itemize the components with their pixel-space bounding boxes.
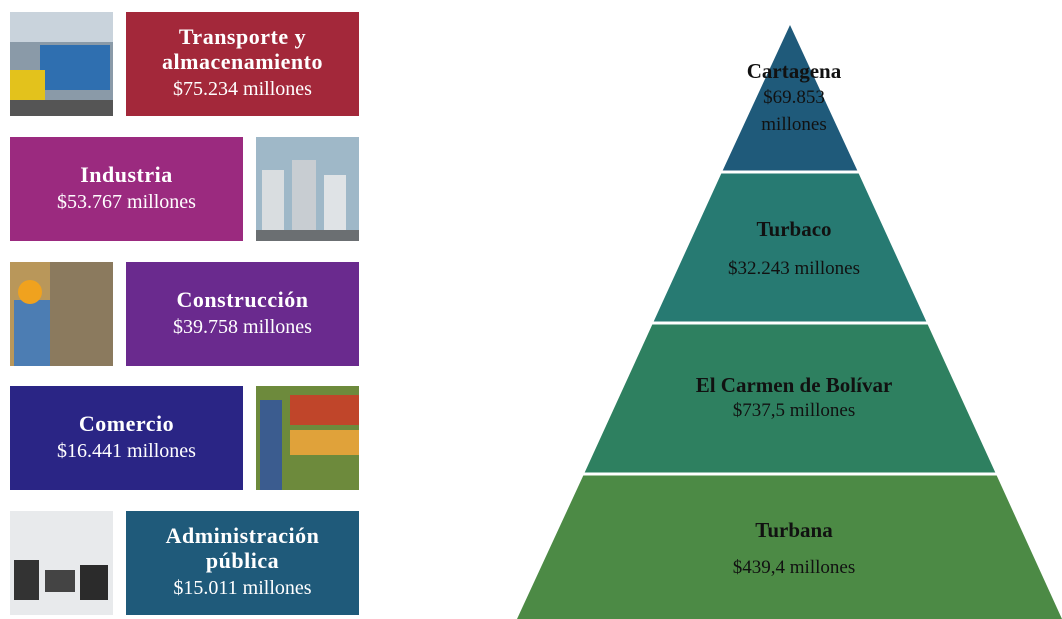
pyramid-tier [653, 172, 927, 323]
city-value: $69.853 millones [761, 87, 827, 135]
pyramid-tier [584, 323, 996, 474]
sector-card: Administración pública $15.011 millones [126, 511, 359, 615]
sector-value: $75.234 millones [173, 78, 312, 100]
city-name: Turbaco [756, 217, 832, 241]
sector-title: Construcción [176, 286, 309, 312]
sector-value: $16.441 millones [57, 439, 196, 462]
city-name: El Carmen de Bolívar [695, 373, 893, 397]
sector-value: $53.767 millones [57, 190, 196, 213]
photo-administration [10, 511, 113, 615]
photo-transport [10, 12, 113, 116]
city-value: $737,5 millones [732, 400, 856, 421]
sector-value: $15.011 millones [173, 577, 312, 599]
photo-industry [256, 137, 359, 241]
pyramid-label: Turbana $439,4 millones [664, 517, 924, 581]
sector-title: Comercio [78, 410, 175, 436]
city-value: $32.243 millones [728, 258, 860, 279]
pyramid-tier [517, 474, 1062, 619]
sector-card: Industria $53.767 millones [10, 137, 243, 241]
box-construction [126, 262, 359, 366]
city-name: Cartagena [746, 59, 842, 83]
sector-value: $39.758 millones [173, 315, 312, 338]
pyramid-label: Cartagena $69.853 millones [734, 58, 854, 138]
box-commerce [10, 386, 243, 490]
pyramid-tier [722, 25, 858, 172]
box-administration [126, 511, 359, 615]
box-transport [126, 12, 359, 116]
sector-card: Comercio $16.441 millones [10, 386, 243, 490]
box-industry [10, 137, 243, 241]
sector-title: Industria [80, 161, 173, 187]
sector-title: Transporte y almacenamiento [162, 24, 323, 74]
city-name: Turbana [755, 518, 833, 542]
pyramid-label: El Carmen de Bolívar $737,5 millones [644, 372, 944, 424]
city-value: $439,4 millones [732, 557, 856, 578]
photo-construction [10, 262, 113, 366]
photo-commerce [256, 386, 359, 490]
sector-title: Administración pública [165, 523, 320, 573]
sector-card: Transporte y almacenamiento $75.234 mill… [126, 12, 359, 116]
sector-card: Construcción $39.758 millones [126, 262, 359, 366]
pyramid-label: Turbaco $32.243 millones [664, 216, 924, 282]
